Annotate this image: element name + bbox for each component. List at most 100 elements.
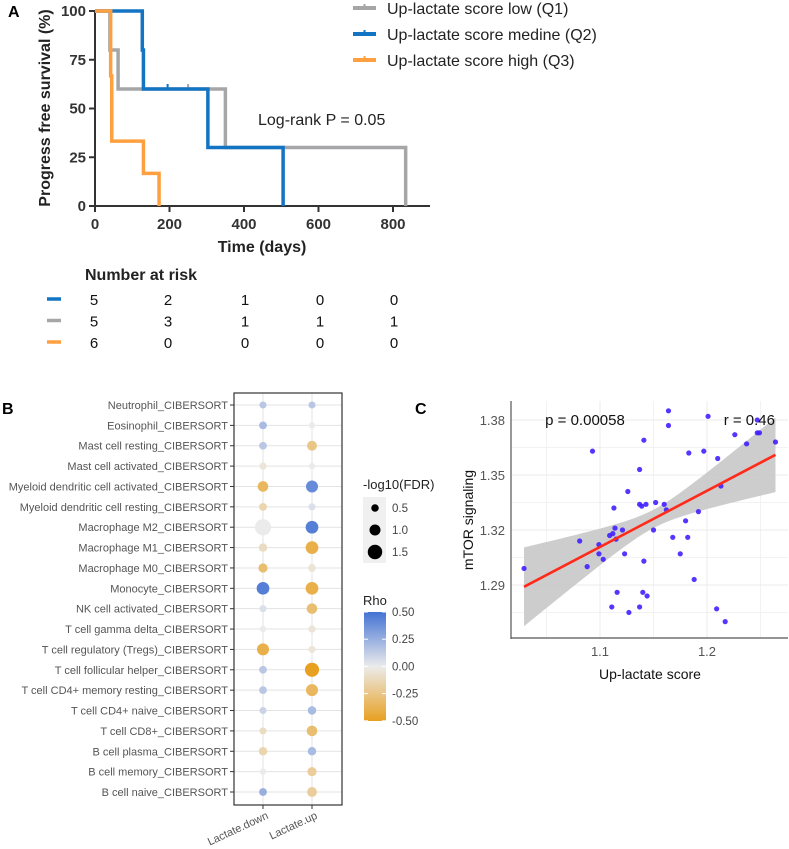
risk-count: 1 — [241, 292, 249, 309]
risk-count: 2 — [164, 292, 172, 309]
dot-up — [304, 662, 320, 677]
data-point — [754, 417, 760, 423]
risk-count: 1 — [241, 314, 249, 331]
risk-count: 0 — [390, 292, 398, 309]
legend-label: Up-lactate score high (Q3) — [387, 53, 575, 70]
dot-down — [259, 441, 267, 450]
dot-up — [306, 480, 318, 493]
dot-up — [306, 684, 318, 697]
data-point — [722, 619, 728, 625]
size-legend-label: 0.5 — [392, 503, 408, 515]
dot-down — [259, 401, 267, 409]
dot-up — [308, 422, 316, 429]
y-axis-title: Progress free survival (%) — [37, 9, 54, 206]
y-tick-label: 100 — [61, 3, 86, 20]
y-tick-label: 1.29 — [480, 578, 505, 593]
dot-up — [307, 747, 317, 756]
data-point — [584, 564, 590, 570]
row-label: NK cell activated_CIBERSORT — [76, 604, 228, 616]
r-value-annotation: r = 0.46 — [724, 412, 775, 429]
dot-down — [259, 727, 267, 735]
row-label: Myeloid dendritic cell resting_CIBERSORT — [20, 502, 229, 514]
data-point — [691, 576, 697, 583]
x-tick-label: 0 — [91, 216, 99, 233]
y-tick-label: 1.35 — [480, 468, 505, 483]
dot-down — [259, 462, 267, 470]
row-label: T cell CD8+_CIBERSORT — [100, 726, 228, 738]
size-legend-dot — [367, 544, 383, 560]
risk-table-title: Number at risk — [85, 267, 197, 284]
data-point — [653, 499, 659, 506]
risk-count: 0 — [241, 335, 249, 352]
data-point — [521, 565, 527, 572]
y-axis-title: mTOR signaling — [460, 470, 476, 570]
row-label: T cell CD4+ memory resting_CIBERSORT — [21, 685, 228, 697]
row-label: Mast cell activated_CIBERSORT — [67, 461, 228, 473]
y-tick-label: 0 — [78, 198, 86, 215]
dot-up — [306, 725, 318, 737]
data-point — [661, 501, 667, 507]
row-label: Eosinophil_CIBERSORT — [107, 420, 228, 432]
x-tick-label: 400 — [231, 216, 256, 233]
dot-plot: Neutrophil_CIBERSORT Eosinophil_CIBERSORT… — [9, 392, 435, 849]
color-legend-label: -0.25 — [392, 689, 418, 701]
dot-down — [259, 788, 267, 796]
dot-down — [259, 686, 267, 695]
y-tick-label: 1.32 — [480, 523, 505, 538]
data-point — [701, 448, 707, 454]
dot-up — [305, 541, 319, 554]
row-label: Neutrophil_CIBERSORT — [108, 400, 229, 412]
data-point — [641, 437, 647, 443]
data-point — [610, 531, 616, 537]
dot-down — [259, 502, 267, 511]
row-label: Macrophage M0_CIBERSORT — [78, 563, 228, 575]
data-point — [626, 609, 632, 616]
row-label: T cell regulatory (Tregs)_CIBERSORT — [42, 644, 229, 656]
dot-down — [256, 581, 270, 595]
dot-up — [307, 787, 317, 797]
data-point — [756, 430, 763, 436]
dot-down — [258, 543, 268, 552]
risk-count: 5 — [90, 292, 98, 309]
risk-count: 0 — [164, 335, 172, 352]
data-point — [609, 604, 615, 610]
data-point — [665, 422, 672, 429]
km-curve-q3 — [95, 9, 161, 206]
data-point — [670, 534, 676, 540]
color-legend-label: 0.00 — [392, 661, 414, 673]
risk-count: 1 — [316, 314, 324, 331]
x-tick-label: 600 — [306, 216, 331, 233]
dot-down — [259, 665, 267, 674]
dot-down — [259, 706, 267, 715]
dot-up — [308, 401, 316, 409]
column-label: Lactate.up — [268, 810, 320, 843]
risk-count: 3 — [164, 314, 172, 331]
row-label: T cell follicular helper_CIBERSORT — [55, 665, 228, 677]
data-point — [715, 455, 721, 462]
dot-up — [305, 581, 319, 595]
column-label: Lactate.down — [206, 810, 270, 849]
data-point — [596, 551, 602, 557]
data-point — [589, 448, 596, 454]
x-axis-title: Up-lactate score — [599, 666, 701, 682]
data-point — [650, 527, 657, 533]
p-value-annotation: p = 0.00058 — [545, 412, 625, 429]
dot-up — [308, 564, 316, 572]
dot-up — [308, 645, 316, 653]
color-legend-label: 0.50 — [392, 607, 414, 619]
risk-count: 0 — [390, 335, 398, 352]
dot-up — [307, 767, 317, 777]
size-legend-label: 1.0 — [392, 525, 408, 537]
data-point — [705, 413, 711, 419]
dot-down — [258, 563, 268, 573]
color-legend-title: Rho — [363, 593, 387, 608]
logrank-annotation: Log-rank P = 0.05 — [258, 112, 385, 129]
row-label: Macrophage M2_CIBERSORT — [78, 522, 228, 534]
dot-up — [305, 520, 319, 534]
legend-label: Up-lactate score medine (Q2) — [387, 27, 597, 44]
y-tick-label: 50 — [69, 101, 86, 118]
color-legend-label: -0.50 — [392, 716, 418, 728]
dot-up — [308, 503, 316, 511]
dot-down — [254, 519, 272, 536]
risk-count: 5 — [90, 314, 98, 331]
